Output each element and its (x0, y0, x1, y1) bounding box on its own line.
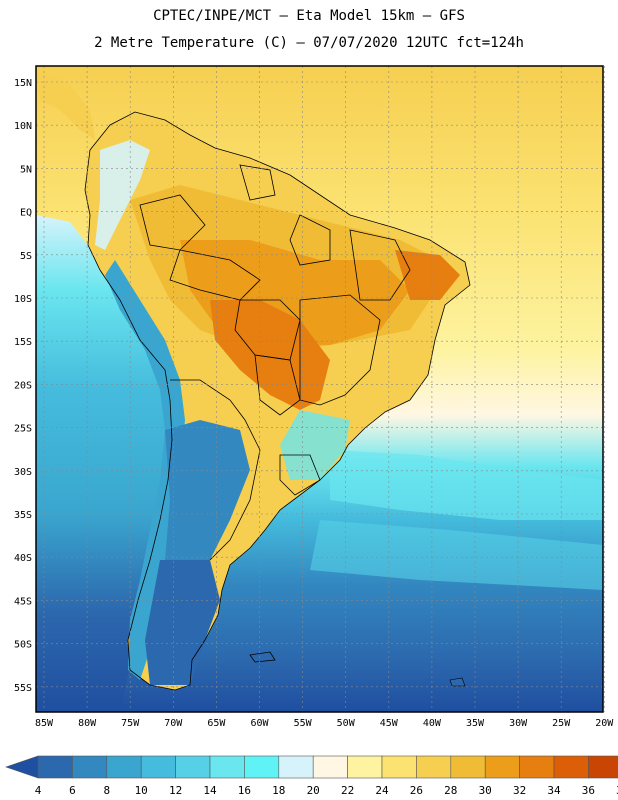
lat-label: 5S (20, 251, 32, 262)
legend-value: 12 (169, 784, 182, 797)
lat-label: 10S (14, 294, 32, 305)
lat-label: 30S (14, 467, 32, 478)
legend-swatch (312, 755, 348, 779)
legend-value: 36 (582, 784, 595, 797)
lon-label: 35W (466, 718, 485, 729)
legend-swatch (278, 755, 314, 779)
lon-label: 50W (337, 718, 356, 729)
legend-value: 20 (307, 784, 320, 797)
map-frame (35, 65, 604, 713)
lon-label: 40W (423, 718, 442, 729)
lon-label: 80W (78, 718, 97, 729)
legend-value: 22 (341, 784, 354, 797)
legend-swatch (37, 755, 73, 779)
lat-label: 50S (14, 640, 32, 651)
lon-label: 75W (121, 718, 140, 729)
lat-label: 10N (14, 121, 32, 132)
chart-subtitle: 2 Metre Temperature (C) – 07/07/2020 12U… (94, 35, 524, 51)
legend-swatch (209, 755, 245, 779)
legend-value: 16 (238, 784, 251, 797)
legend-value: 26 (410, 784, 423, 797)
lat-label: 35S (14, 510, 32, 521)
lon-label: 45W (380, 718, 399, 729)
lon-label: 55W (294, 718, 313, 729)
legend-value: 28 (444, 784, 457, 797)
legend-swatch (106, 755, 142, 779)
legend-value: 24 (375, 784, 389, 797)
lon-label: 20W (595, 718, 614, 729)
chart-title: CPTEC/INPE/MCT – Eta Model 15km – GFS (153, 8, 465, 24)
lat-label: 55S (14, 683, 32, 694)
lat-label: 20S (14, 380, 32, 391)
legend-swatch (72, 755, 108, 779)
lat-label: 15N (14, 78, 32, 89)
lon-label: 85W (35, 718, 54, 729)
lon-label: 25W (552, 718, 571, 729)
legend-value: 34 (547, 784, 561, 797)
lat-label: 5N (20, 164, 32, 175)
lat-label: 45S (14, 596, 32, 607)
legend-swatch (553, 755, 589, 779)
legend-value: 8 (103, 784, 110, 797)
legend-swatch (416, 755, 452, 779)
latitude-labels: 15N 10N 5N EQ 5S 10S 15S 20S 25S 30S 35S 40S 45S 50S 5… (14, 78, 32, 694)
lat-label: 15S (14, 337, 32, 348)
legend-value: 14 (203, 784, 217, 797)
color-legend: 4 6 8 10 12 14 16 18 20 22 24 26 28 30 32 34 36 38 (5, 755, 618, 797)
legend-swatch (381, 755, 417, 779)
lon-label: 70W (164, 718, 183, 729)
legend-swatch (588, 755, 618, 779)
longitude-labels: 85W 80W 75W 70W 65W 60W 55W 50W 45W 40W 35W 30W 25W 2… (35, 718, 614, 729)
legend-value: 6 (69, 784, 76, 797)
lat-label: EQ (20, 208, 32, 219)
lon-label: 65W (207, 718, 226, 729)
legend-value: 30 (479, 784, 492, 797)
legend-value: 4 (35, 784, 42, 797)
legend-value: 32 (513, 784, 526, 797)
legend-value: 10 (135, 784, 148, 797)
lat-label: 25S (14, 424, 32, 435)
legend-swatch (175, 755, 211, 779)
lon-label: 30W (509, 718, 528, 729)
legend-swatch (244, 755, 280, 779)
legend-swatch (450, 755, 486, 779)
andes-cool-band (105, 260, 185, 680)
legend-swatch (519, 755, 555, 779)
lon-label: 60W (250, 718, 269, 729)
lat-label: 40S (14, 553, 32, 564)
legend-value: 18 (272, 784, 285, 797)
legend-value: 38 (616, 784, 618, 797)
legend-swatch (484, 755, 520, 779)
legend-swatch (140, 755, 176, 779)
legend-arrow-low (5, 755, 39, 779)
legend-swatch (347, 755, 383, 779)
